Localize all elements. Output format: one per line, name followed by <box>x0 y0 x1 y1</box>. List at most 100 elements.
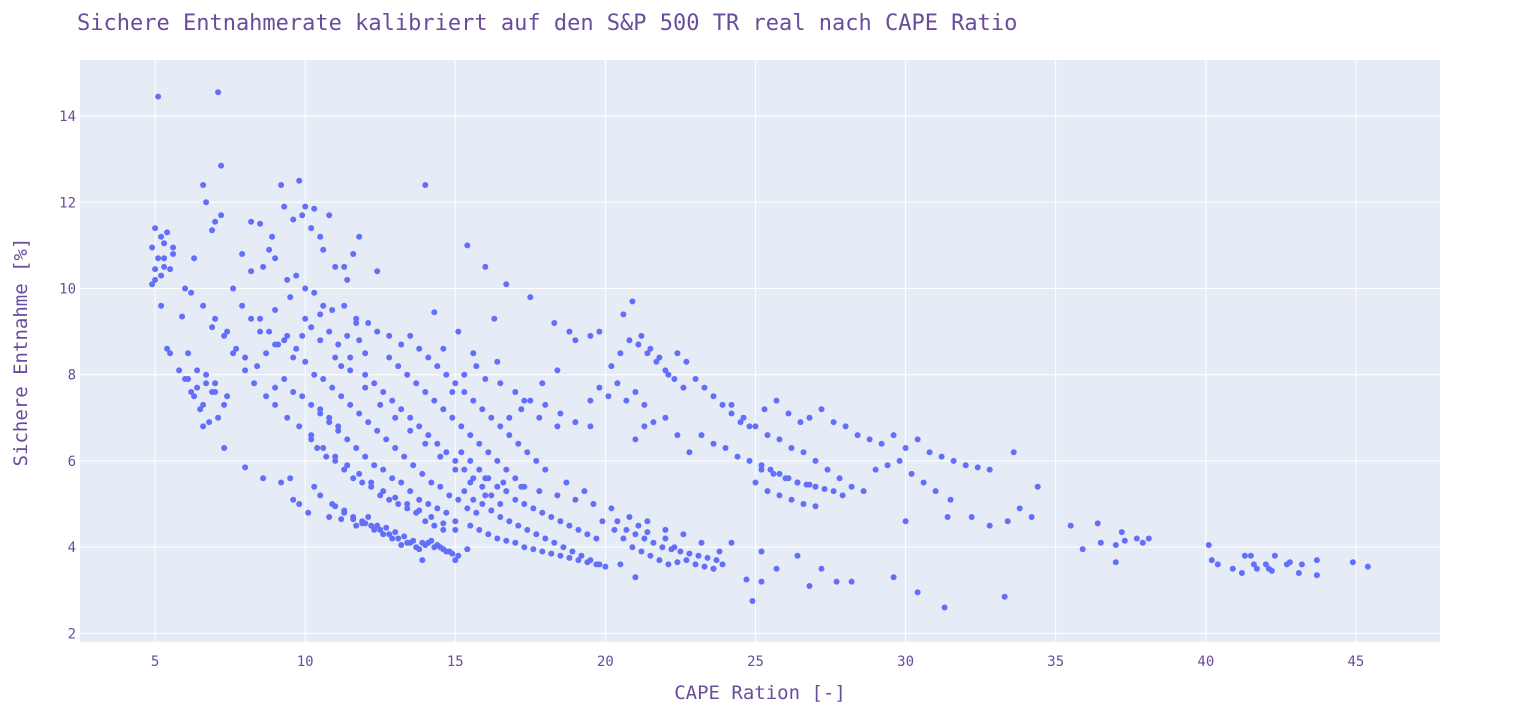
data-point <box>278 479 285 486</box>
data-point <box>188 389 195 395</box>
data-point <box>326 328 333 335</box>
data-point <box>419 470 426 477</box>
data-point <box>407 539 414 546</box>
data-point <box>698 539 705 546</box>
data-point <box>665 561 672 568</box>
data-point <box>320 302 327 309</box>
data-point <box>362 384 369 391</box>
data-point <box>836 475 843 482</box>
data-point <box>683 358 690 365</box>
data-point <box>443 449 450 456</box>
y-tick-label: 2 <box>68 626 76 642</box>
data-point <box>353 522 360 529</box>
data-point <box>551 539 558 546</box>
data-point <box>650 419 657 426</box>
data-point <box>563 479 570 486</box>
data-point <box>404 371 411 378</box>
data-point <box>806 583 813 589</box>
data-point <box>536 414 543 421</box>
data-point <box>362 520 369 527</box>
data-point <box>644 529 651 536</box>
data-point <box>947 496 954 503</box>
data-point <box>311 289 318 296</box>
data-point <box>701 563 708 570</box>
data-point <box>1079 546 1086 553</box>
data-point <box>773 397 780 404</box>
data-point <box>554 367 561 374</box>
data-point <box>833 578 840 585</box>
data-point <box>494 457 501 464</box>
data-point <box>200 302 207 309</box>
data-point <box>158 302 165 309</box>
data-point <box>497 514 504 520</box>
data-point <box>932 488 939 495</box>
data-point <box>431 397 438 404</box>
data-point <box>317 337 324 344</box>
data-point <box>818 406 825 413</box>
data-point <box>296 501 303 507</box>
data-point <box>773 565 780 572</box>
data-point <box>407 332 414 339</box>
data-point <box>365 320 372 326</box>
data-point <box>257 220 264 227</box>
data-point <box>623 397 630 404</box>
data-point <box>350 475 357 482</box>
data-point <box>290 354 297 361</box>
data-point <box>260 475 267 482</box>
data-point <box>1364 563 1371 570</box>
data-point <box>1247 552 1254 559</box>
data-point <box>338 363 345 370</box>
data-point <box>329 384 336 391</box>
data-point <box>584 559 591 566</box>
data-point <box>209 389 216 395</box>
data-point <box>302 203 309 210</box>
data-point <box>434 505 441 512</box>
data-point <box>1208 557 1215 564</box>
data-point <box>1229 565 1236 572</box>
data-point <box>248 268 255 275</box>
data-point <box>308 225 315 232</box>
data-point <box>371 526 378 533</box>
data-point <box>635 341 642 348</box>
data-point <box>674 432 681 439</box>
data-point <box>344 436 351 443</box>
data-point <box>1097 539 1104 546</box>
data-point <box>719 401 726 408</box>
data-point <box>656 557 663 564</box>
data-point <box>632 574 639 581</box>
data-point <box>482 376 489 382</box>
data-point <box>1139 539 1146 546</box>
data-point <box>230 350 237 357</box>
data-point <box>638 332 645 339</box>
data-point <box>692 561 699 568</box>
data-point <box>680 384 687 391</box>
data-point <box>1214 561 1221 568</box>
data-point <box>434 542 441 548</box>
data-point <box>278 182 285 188</box>
data-point <box>287 475 294 482</box>
data-point <box>359 479 366 486</box>
data-point <box>686 550 693 557</box>
data-point <box>482 263 489 270</box>
data-point <box>380 389 387 395</box>
data-point <box>338 393 345 400</box>
x-tick-label: 15 <box>447 654 464 670</box>
y-tick-label: 12 <box>59 195 76 211</box>
data-point <box>266 246 273 253</box>
data-point <box>590 501 597 507</box>
data-point <box>353 320 360 326</box>
data-point <box>341 302 348 309</box>
data-point <box>713 557 720 564</box>
data-point <box>506 414 513 421</box>
data-point <box>398 406 405 413</box>
data-point <box>821 486 828 492</box>
data-point <box>461 466 468 473</box>
data-point <box>536 488 543 495</box>
data-point <box>644 350 651 357</box>
data-point <box>665 371 672 378</box>
data-point <box>458 423 465 430</box>
data-point <box>758 548 765 555</box>
data-point <box>572 419 579 426</box>
data-point <box>353 445 360 451</box>
data-point <box>986 522 993 529</box>
